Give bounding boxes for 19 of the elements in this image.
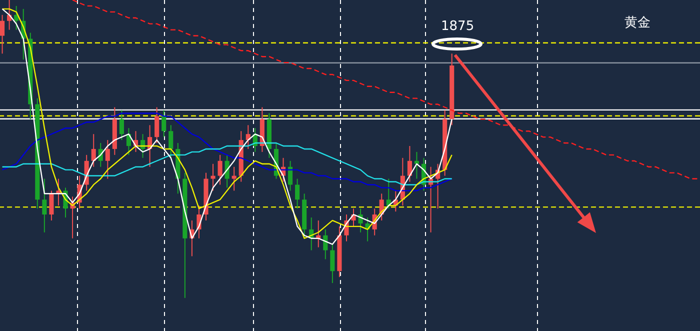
annotation: 1875: [441, 19, 474, 34]
candlestick: [414, 151, 420, 180]
candlestick: [154, 106, 160, 144]
candlestick: [210, 163, 216, 192]
candlestick: [218, 154, 222, 186]
candlestick: [168, 124, 174, 158]
candlestick: [49, 190, 54, 221]
candlestick: [42, 178, 47, 233]
candlestick: [295, 178, 300, 210]
candlestick: [119, 110, 124, 141]
candlestick: [0, 14, 5, 54]
candlestick: [330, 244, 335, 284]
candlestick: [162, 110, 166, 138]
text: 黄金: [624, 15, 651, 30]
candlestick: [105, 140, 110, 180]
candlestick: [323, 228, 328, 260]
candlestick: [232, 166, 236, 192]
candlestick: [91, 134, 96, 168]
candlestick: [407, 145, 412, 182]
